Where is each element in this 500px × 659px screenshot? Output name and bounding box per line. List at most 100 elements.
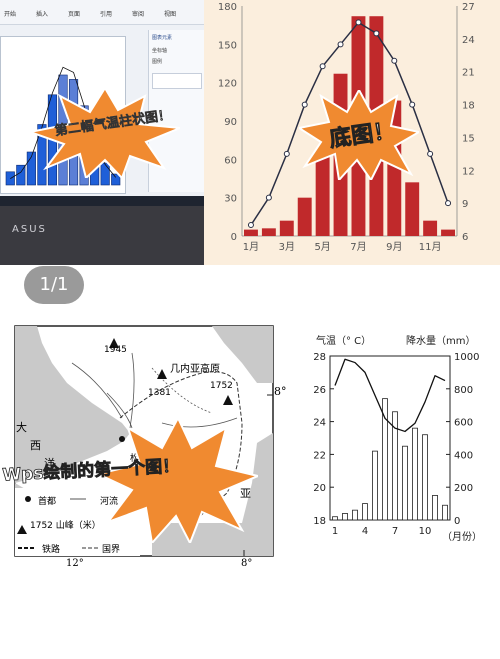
right-tick-label: 0: [454, 516, 460, 527]
temp-point: [319, 63, 326, 70]
precip-bar: [297, 197, 312, 236]
app-ribbon: 开始 插入 页面 引用 审阅 视图: [0, 0, 204, 25]
peak-marker: [223, 395, 233, 405]
ribbon-tab: 开始: [4, 10, 16, 18]
left-axis-title: 气温（° C）: [316, 334, 371, 347]
border-line: [119, 371, 243, 524]
right-tick-label: 600: [454, 418, 473, 429]
right-tick-label: 1000: [454, 352, 479, 363]
legend-capital-label: 首都: [38, 497, 57, 507]
right-tick-label: 24: [462, 35, 475, 46]
ocean-label: 洋: [44, 457, 55, 470]
ocean-label: 大: [16, 421, 27, 434]
map-figure: 1945 几内亚高原 1381 1752 8° 大 西 洋 利 亚 松 首都 河…: [12, 323, 287, 569]
precip-bar: [332, 516, 338, 521]
base-chart: 0 30 60 90 120 150 180 6 9 12 15 18 21 24 27 1月 3月 5月 7月 9月…: [204, 0, 500, 265]
temp-point: [265, 194, 272, 201]
river: [161, 417, 238, 428]
legend-peak-marker: [17, 525, 27, 534]
precip-bar: [422, 434, 428, 521]
ocean-label: 西: [30, 439, 41, 452]
taskbar: [0, 196, 204, 206]
temp-point: [283, 150, 290, 157]
precip-bar: [402, 445, 408, 521]
precip-bar: [244, 229, 258, 236]
page-counter[interactable]: 1/1: [24, 266, 84, 304]
precip-bar: [432, 494, 438, 521]
legend-peak-label: 1752 山峰（米）: [30, 521, 101, 531]
laptop-photo: 开始 插入 页面 引用 审阅 视图 图表元素 坐标轴 图例 第二幅气温柱状图！ ASUS: [0, 0, 204, 265]
sidepane-item[interactable]: 坐标轴: [152, 48, 168, 54]
legend-rail-label: 铁路: [42, 545, 61, 555]
neighbor-north: [212, 326, 273, 383]
temp-point: [301, 101, 308, 108]
river: [71, 362, 123, 419]
lat-label: 8°: [274, 385, 287, 398]
x-tick-label: 11月: [419, 241, 442, 253]
precip-bar: [352, 509, 358, 521]
plateau-label: 几内亚高原: [170, 364, 220, 375]
x-tick-label: 7月: [350, 241, 366, 253]
neighbor-east: [242, 433, 273, 523]
precip-bar: [362, 503, 368, 521]
climate-chart: 气温（° C） 降水量（mm） 18 20 22 24 26 28 0 200 400 600 800 1…: [300, 328, 500, 548]
temp-line: [250, 21, 449, 226]
precip-bar: [372, 450, 378, 521]
sidepane-title: 图表元素: [152, 35, 173, 41]
x-tick-label: 3月: [279, 241, 295, 253]
precip-bar: [441, 229, 455, 236]
legend-capital-marker: [25, 496, 31, 502]
right-tick-label: 200: [454, 483, 473, 494]
precip-bar: [392, 411, 398, 521]
x-tick-label: 4: [362, 526, 368, 537]
caption-burst: [299, 90, 419, 180]
right-tick-label: 400: [454, 450, 473, 461]
precip-bar: [412, 427, 418, 521]
laptop-bar: [100, 162, 110, 186]
peak-label: 1381: [148, 388, 171, 398]
laptop-bar: [111, 173, 121, 186]
ribbon-tabs: 开始 插入 页面 引用 审阅 视图: [4, 10, 176, 18]
laptop-bar: [37, 124, 47, 186]
precip-bar: [442, 504, 448, 521]
left-tick-label: 90: [224, 117, 237, 128]
temp-point: [373, 30, 380, 37]
left-tick-label: 20: [313, 483, 326, 494]
left-tick-label: 22: [313, 450, 326, 461]
right-tick-label: 800: [454, 385, 473, 396]
precip-bar: [261, 228, 276, 236]
country-label: 亚: [240, 487, 251, 500]
x-axis-title: （月份）: [442, 531, 482, 543]
right-tick-label: 18: [462, 101, 475, 112]
lon-label: 8°: [241, 558, 253, 569]
precip-bar: [382, 398, 388, 521]
brand-logo: ASUS: [12, 224, 47, 235]
x-tick-label: 10: [419, 526, 432, 537]
plot-frame: [329, 355, 451, 521]
sidepane-item[interactable]: 图例: [152, 59, 163, 65]
ocean: [15, 326, 130, 483]
x-tick-label: 9月: [386, 241, 402, 253]
left-tick-label: 26: [313, 385, 326, 396]
river: [106, 392, 133, 429]
right-tick-label: 12: [462, 166, 475, 177]
town-label: 松: [130, 454, 140, 464]
left-tick-label: 24: [313, 418, 326, 429]
precip-bar: [405, 182, 420, 236]
x-tick-label: 7: [392, 526, 398, 537]
peak-label: 1752: [210, 381, 233, 391]
temp-point: [355, 19, 362, 26]
river: [151, 367, 213, 414]
right-tick-label: 9: [462, 199, 468, 210]
left-tick-label: 30: [224, 194, 237, 205]
right-tick-label: 6: [462, 232, 468, 243]
capital-marker: [119, 436, 125, 442]
temp-line: [334, 358, 446, 433]
precip-bar: [315, 151, 330, 236]
peak-marker: [157, 369, 167, 379]
caption-burst: [30, 88, 180, 178]
x-tick-label: 1: [332, 526, 338, 537]
x-tick-label: 1月: [243, 241, 259, 253]
right-tick-label: 21: [462, 68, 475, 79]
river: [129, 352, 135, 429]
